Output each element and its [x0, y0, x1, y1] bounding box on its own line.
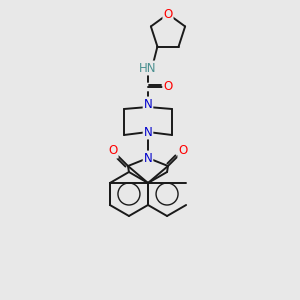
Text: O: O	[108, 145, 118, 158]
Text: O: O	[178, 145, 188, 158]
Text: HN: HN	[139, 61, 157, 74]
Text: O: O	[164, 8, 172, 20]
Text: O: O	[164, 80, 172, 94]
Text: N: N	[144, 152, 152, 164]
Text: N: N	[144, 98, 152, 110]
Text: N: N	[144, 125, 152, 139]
